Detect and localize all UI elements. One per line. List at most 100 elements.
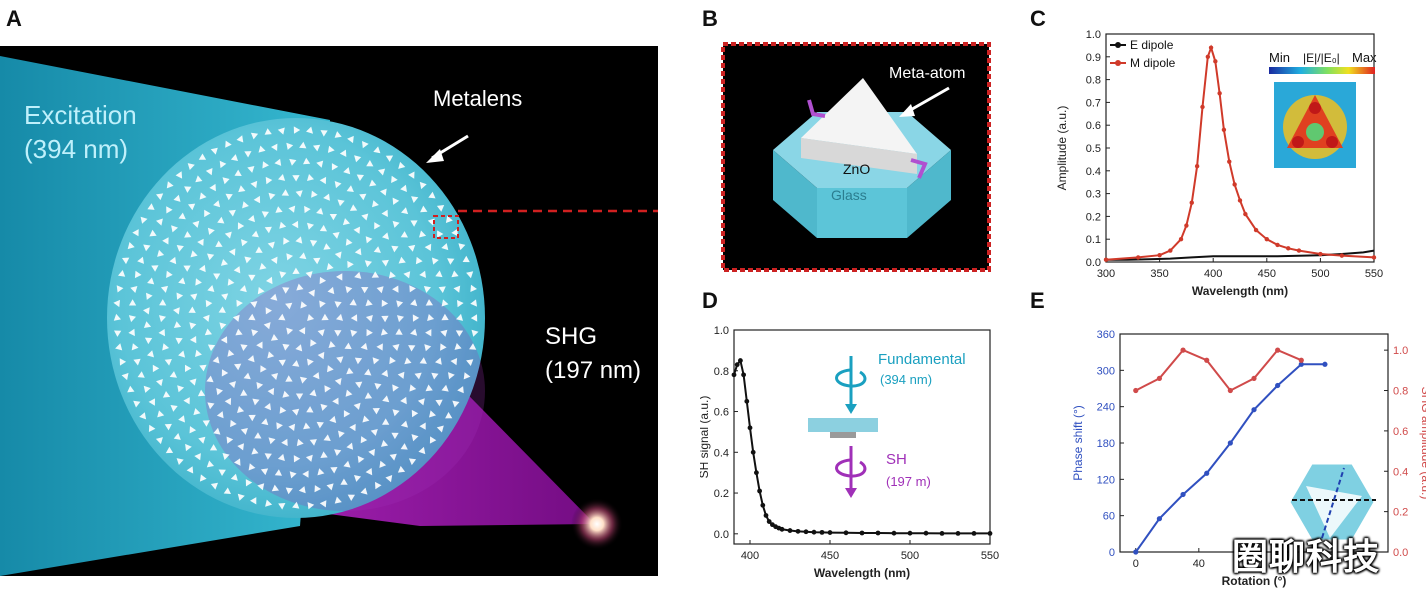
panel-a-illustration: Excitation (394 nm) Metalens SHG (197 nm… [0, 46, 658, 576]
m-dipole-point [1208, 45, 1214, 50]
y-tick-label: 0.4 [1086, 166, 1101, 178]
sh-signal-point [766, 519, 772, 524]
x-tick-label: 550 [1365, 268, 1383, 280]
panel-b-illustration: Meta-atom ZnO Glass [721, 42, 991, 272]
plot-frame [733, 329, 991, 545]
m-dipole-point [1243, 211, 1248, 217]
shg-amplitude-point [1227, 387, 1233, 394]
y-right-tick-label: 0.2 [1393, 507, 1408, 519]
y-tick-label: 0.1 [1086, 234, 1101, 246]
sh-signal-point [734, 362, 740, 368]
y-tick-label: 0.4 [714, 447, 729, 459]
y-tick-label: 0 [1109, 547, 1115, 559]
sh-signal-point [923, 530, 929, 536]
y-right-tick-label: 1.0 [1393, 345, 1408, 357]
m-dipole-point [1217, 91, 1222, 96]
panel-d-chart: Fundamental (394 nm) SH (197 m) 400 450 50… [700, 325, 999, 580]
sh-signal-point [939, 531, 945, 536]
y-right-tick-label: 0.4 [1393, 466, 1408, 478]
sh-signal-point [859, 530, 865, 536]
shg-amplitude-line [1135, 348, 1302, 392]
watermark: 圈聊科技 [1232, 537, 1381, 578]
phase-shift-point [1180, 491, 1186, 498]
shg-amplitude-point [1180, 347, 1186, 353]
excitation-wavelength: (394 nm) [24, 134, 128, 164]
sh-signal-point [741, 372, 746, 378]
x-tick-label: 400 [741, 550, 759, 562]
m-dipole-point [1232, 182, 1237, 187]
shg-amplitude-point [1133, 387, 1139, 394]
fundamental-wavelength: (394 nm) [880, 372, 932, 387]
sh-signal-point [875, 530, 881, 536]
y-tick-label: 360 [1097, 329, 1115, 341]
y-tick-label: 0.9 [1086, 52, 1101, 64]
m-dipole-point [1237, 198, 1243, 203]
sh-signal-line [733, 358, 990, 535]
y-tick-label: 0.0 [714, 529, 729, 541]
y-tick-label: 240 [1097, 402, 1115, 414]
sh-signal-point [744, 398, 750, 404]
phase-shift-point [1251, 407, 1257, 413]
m-dipole-point [1200, 104, 1205, 110]
e-dipole-line [1106, 249, 1375, 261]
y-right-tick-label: 0.8 [1393, 386, 1408, 398]
sh-signal-point [971, 531, 977, 536]
m-dipole-point [1184, 223, 1189, 228]
y-tick-label: 0.2 [714, 488, 729, 500]
sh-signal-point [843, 530, 849, 536]
m-dipole-point [1213, 59, 1218, 64]
sh-wavelength: (197 m) [886, 474, 931, 489]
x-tick-label: 550 [981, 550, 999, 562]
y-tick-label: 0.2 [1086, 211, 1101, 223]
sh-signal-point [827, 530, 833, 535]
shg-label: SHG [545, 323, 597, 350]
sh-signal-point [795, 528, 801, 534]
m-dipole-point [1264, 237, 1269, 242]
shg-focus-spot [571, 498, 623, 550]
inset-max-label: Max [1352, 50, 1377, 65]
zno-prism-top [801, 78, 917, 154]
phase-shift-point [1298, 361, 1304, 367]
sh-signal-point [731, 372, 737, 378]
m-dipole-point [1286, 246, 1291, 251]
y-right-axis-label: SHG amplitude (a.u.) [1419, 387, 1426, 500]
m-dipole-point [1318, 251, 1323, 257]
y-tick-label: 0.6 [714, 407, 729, 419]
excitation-label: Excitation [24, 100, 137, 130]
y-axis-label: SH signal (a.u.) [700, 396, 711, 479]
sh-signal-point [987, 531, 993, 536]
meta-atom-selection-box [433, 215, 459, 239]
legend-e-dipole-marker [1115, 42, 1121, 48]
legend-m-dipole-marker [1115, 60, 1121, 66]
phase-shift-point [1133, 549, 1139, 555]
sh-signal-point [787, 528, 793, 533]
x-tick-label: 40 [1193, 558, 1205, 570]
panel-c-chart: E dipole M dipole Min |E|/|E₀| Max 300 35… [1055, 29, 1383, 298]
x-tick-label: 450 [821, 550, 839, 562]
sh-signal-point [907, 530, 913, 536]
m-dipole-point [1103, 257, 1109, 262]
m-dipole-point [1189, 200, 1194, 205]
y-right-tick-label: 0.6 [1393, 426, 1408, 438]
x-axis-label: Wavelength (nm) [1192, 284, 1288, 298]
shg-wavelength: (197 nm) [545, 357, 641, 384]
sh-signal-point [955, 531, 961, 536]
sh-signal-point [750, 449, 756, 455]
y-tick-label: 180 [1097, 438, 1115, 450]
y-axis-label: Phase shift (°) [1071, 405, 1085, 481]
fundamental-label: Fundamental [878, 351, 966, 368]
sh-signal-point [757, 488, 762, 494]
panel-c-letter: C [1030, 6, 1046, 31]
y-tick-label: 1.0 [1086, 29, 1101, 41]
x-tick-label: 500 [901, 550, 919, 562]
x-axis-label: Wavelength (nm) [814, 566, 910, 580]
x-tick-label: 0 [1133, 558, 1139, 570]
sh-signal-point [763, 513, 769, 518]
zno-prism-front [801, 138, 917, 174]
panel-e-chart: 0 40 0 60 120 180 240 300 360 Rotation (°) Phase s… [1071, 329, 1426, 588]
sample-substrate [808, 418, 878, 432]
panel-e-letter: E [1030, 288, 1045, 313]
inset-min-label: Min [1269, 50, 1290, 65]
sh-signal-point [779, 526, 785, 532]
sh-signal-point [819, 529, 825, 535]
